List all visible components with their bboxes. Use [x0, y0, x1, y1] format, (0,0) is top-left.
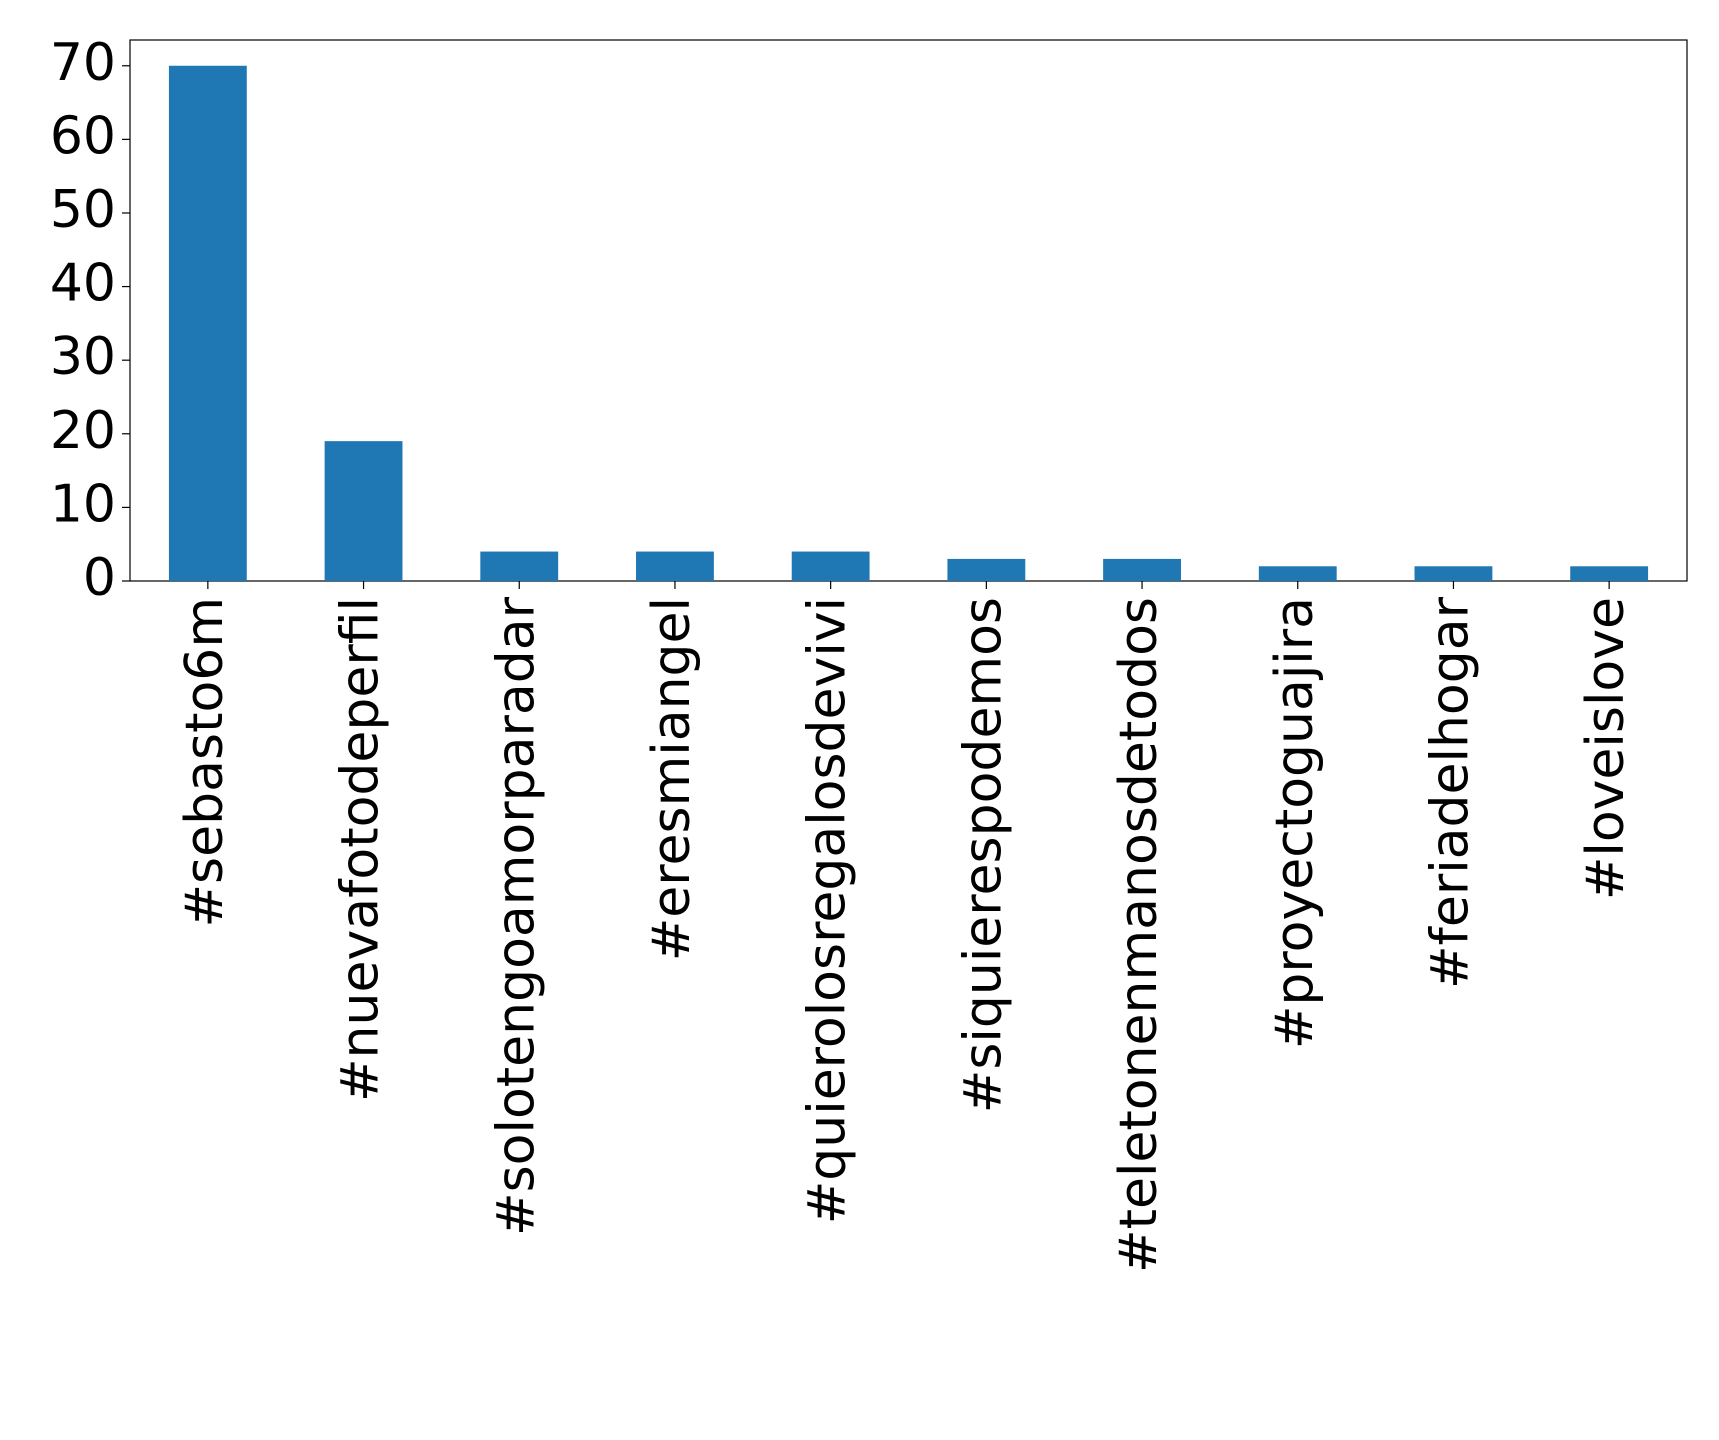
x-tick-label: #solotengoamorparadar — [486, 596, 546, 1236]
bar — [1570, 566, 1649, 581]
bar — [947, 558, 1026, 581]
bar — [1103, 558, 1181, 581]
bar — [791, 551, 870, 581]
y-tick-label: 70 — [50, 33, 116, 93]
x-tick-label: #loveislove — [1576, 597, 1636, 900]
bar — [1258, 566, 1337, 581]
y-tick-label: 40 — [50, 254, 116, 314]
y-tick-label: 30 — [50, 327, 116, 387]
x-tick-label: #eresmiangel — [642, 597, 702, 961]
x-tick-label: #feriadelhogar — [1420, 596, 1480, 989]
x-tick-label: #quierolosregalosdevivi — [798, 597, 858, 1224]
bar — [324, 441, 403, 581]
bar — [168, 65, 247, 581]
y-tick-label: 20 — [50, 401, 116, 461]
x-tick-label: #proyectoguajira — [1265, 597, 1325, 1049]
x-tick-label: #nuevafotodeperfil — [331, 597, 391, 1102]
bar — [636, 551, 714, 581]
y-tick-label: 0 — [83, 548, 116, 608]
x-tick-label: #teletonenmanosdetodos — [1109, 597, 1169, 1273]
bar — [1414, 566, 1493, 581]
x-tick-label: #siquierespodemos — [953, 597, 1013, 1113]
bar — [480, 551, 559, 581]
y-tick-label: 50 — [50, 180, 116, 240]
x-tick-label: #sebasto6m — [175, 597, 235, 928]
y-tick-label: 10 — [50, 474, 116, 534]
axes-frame — [129, 39, 1688, 582]
y-tick-label: 60 — [50, 106, 116, 166]
